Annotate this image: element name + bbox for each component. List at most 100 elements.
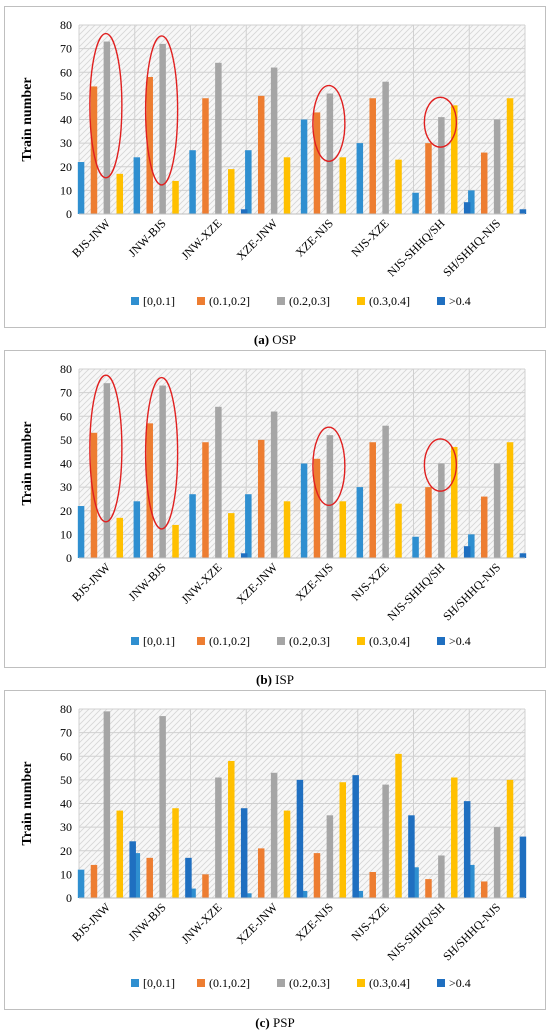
legend-item: [0,0.1] (131, 976, 175, 990)
bar-XZE-NJS-(0.2,0.3] (326, 435, 334, 558)
highlight-ellipse (89, 374, 123, 523)
bar-NJS-XZE-[0,0.1] (356, 143, 364, 214)
bar-XZE-JNW-(0.3,0.4] (283, 810, 291, 898)
caption-label: (c) (255, 1015, 270, 1030)
caption-text: ISP (275, 672, 294, 687)
legend-label: (0.3,0.4] (369, 634, 410, 648)
bar-JNW-BJS->0.4 (185, 857, 192, 898)
y-axis-label: Train number (20, 77, 35, 161)
legend-swatch (131, 979, 139, 987)
y-tick-label: 60 (60, 65, 72, 79)
legend-label: >0.4 (449, 294, 471, 308)
chart-isp: 0 10 20 30 40 50 60 70 80 Train number BJS-JNW JNW-… (20, 362, 527, 648)
y-tick-label: 40 (60, 113, 72, 127)
y-tick-label: 0 (66, 551, 72, 565)
legend-item: (0.3,0.4] (357, 294, 410, 308)
x-tick-label: XZE-JNW (234, 560, 281, 607)
bar-NJS-XZE-(0.2,0.3] (382, 425, 389, 558)
x-tick-label: JNW-BJS (125, 216, 168, 259)
bar-NJS-XZE-[0,0.1] (356, 487, 364, 558)
y-tick-label: 0 (66, 207, 72, 221)
bar-BJS-JNW-(0.2,0.3] (103, 383, 111, 558)
bar-JNW-XZE-(0.3,0.4] (228, 760, 235, 898)
bar-NJS-SHHQ/SH-(0.3,0.4] (451, 777, 458, 898)
highlight-ellipse (423, 96, 458, 148)
legend-item: [0,0.1] (131, 294, 175, 308)
legend-label: (0.3,0.4] (369, 294, 410, 308)
legend-item: >0.4 (437, 976, 471, 990)
chart-osp: 0 10 20 30 40 50 60 70 80 Train number BJS-JNW JNW-… (20, 18, 527, 308)
bar-XZE-NJS-[0,0.1] (300, 119, 308, 214)
bar-JNW-XZE-[0,0.1] (189, 150, 196, 214)
y-tick-label: 30 (60, 136, 72, 150)
bar-NJS-SHHQ/SH-[0,0.1] (412, 192, 419, 214)
bar-JNW-XZE-(0.1,0.2] (202, 874, 209, 898)
bar-BJS-JNW->0.4 (129, 841, 136, 898)
bar-JNW-BJS-(0.1,0.2] (146, 857, 153, 898)
bar-JNW-BJS-[0,0.1] (133, 157, 141, 214)
legend-swatch (197, 979, 205, 987)
bar-XZE-JNW->0.4 (296, 779, 304, 898)
y-tick-label: 50 (60, 89, 72, 103)
bar-SH/SHHQ-NJS-(0.1,0.2] (480, 881, 488, 898)
bar-JNW-BJS-(0.3,0.4] (172, 180, 179, 214)
x-tick-label: NJS-SHHQ/SH (384, 560, 447, 623)
bar-XZE-JNW-(0.2,0.3] (270, 411, 278, 558)
y-tick-label: 20 (60, 504, 72, 518)
bar-NJS-SHHQ/SH-(0.3,0.4] (451, 105, 458, 214)
y-tick-label: 10 (60, 867, 72, 881)
bar-XZE-JNW-[0,0.1] (245, 893, 252, 898)
bar-XZE-NJS-(0.1,0.2] (313, 853, 321, 898)
caption-isp: (b) ISP (0, 672, 550, 688)
bar-XZE-NJS-[0,0.1] (300, 890, 308, 898)
bar-SH/SHHQ-NJS-(0.3,0.4] (506, 98, 514, 214)
legend-item: (0.1,0.2] (197, 294, 250, 308)
bar-JNW-XZE-(0.2,0.3] (215, 406, 222, 558)
bar-BJS-JNW-(0.1,0.2] (90, 864, 98, 898)
caption-label: (b) (256, 672, 272, 687)
bar-JNW-BJS-(0.2,0.3] (159, 385, 166, 558)
legend-label: (0.1,0.2] (209, 294, 250, 308)
x-tick-label: NJS-XZE (348, 216, 391, 259)
caption-osp: (a) OSP (0, 332, 550, 348)
x-tick-label: JNW-BJS (125, 560, 168, 603)
legend-item: (0.1,0.2] (197, 634, 250, 648)
highlight-ellipse (89, 32, 123, 179)
legend-item: >0.4 (437, 294, 471, 308)
legend-swatch (357, 979, 365, 987)
x-tick-label: JNW-BJS (125, 900, 168, 943)
y-tick-label: 60 (60, 409, 72, 423)
bar-BJS-JNW-(0.3,0.4] (116, 810, 124, 898)
bar-BJS-JNW-(0.3,0.4] (116, 173, 124, 214)
x-tick-label: SH/SHHQ-NJS (440, 216, 503, 279)
bar-NJS-SHHQ/SH-(0.1,0.2] (425, 143, 432, 214)
highlight-ellipse (144, 376, 179, 530)
y-tick-label: 50 (60, 433, 72, 447)
bar-XZE-NJS-[0,0.1] (300, 463, 308, 558)
x-tick-label: NJS-SHHQ/SH (384, 216, 447, 279)
bar-XZE-JNW-(0.1,0.2] (257, 848, 265, 898)
bar-JNW-XZE-[0,0.1] (189, 888, 196, 898)
legend-label: [0,0.1] (143, 976, 175, 990)
bar-XZE-JNW-(0.2,0.3] (270, 772, 278, 898)
legend-item: (0.2,0.3] (277, 976, 330, 990)
bar-NJS-XZE-(0.3,0.4] (395, 503, 402, 558)
bar-JNW-BJS-[0,0.1] (133, 501, 141, 558)
bar-NJS-SHHQ/SH-(0.2,0.3] (438, 117, 445, 214)
bar-JNW-XZE->0.4 (240, 209, 248, 214)
bar-NJS-XZE-(0.1,0.2] (369, 872, 376, 898)
bar-NJS-SHHQ/SH-(0.2,0.3] (438, 463, 445, 558)
bar-BJS-JNW-[0,0.1] (77, 506, 85, 558)
y-tick-label: 10 (60, 183, 72, 197)
caption-label: (a) (253, 332, 270, 347)
y-tick-label: 20 (60, 844, 72, 858)
highlight-ellipse (312, 426, 346, 506)
bar-JNW-BJS-(0.2,0.3] (159, 43, 166, 215)
caption-psp: (c) PSP (0, 1015, 550, 1031)
legend-swatch (357, 297, 365, 305)
bar-BJS-JNW-[0,0.1] (77, 162, 85, 214)
caption-text: PSP (272, 1015, 295, 1030)
bar-SH/SHHQ-NJS->0.4 (519, 553, 527, 558)
bar-SH/SHHQ-NJS-(0.3,0.4] (506, 442, 514, 558)
legend-label: (0.2,0.3] (289, 294, 330, 308)
